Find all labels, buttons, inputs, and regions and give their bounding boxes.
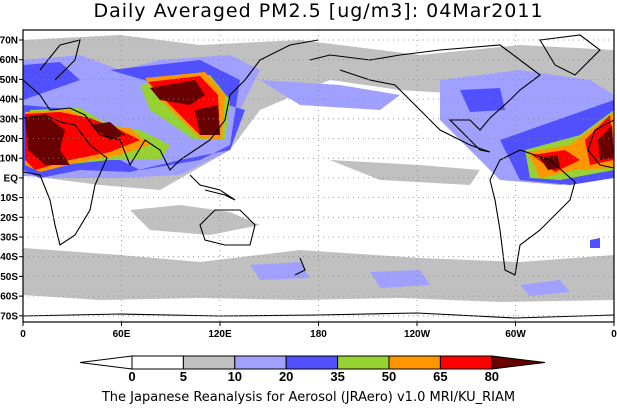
- lat-label: 30N: [0, 114, 18, 125]
- colorbar-segment: [439, 355, 493, 370]
- lat-label: EQ: [4, 173, 19, 184]
- colorbar-under-triangle: [79, 355, 133, 370]
- colorbar-over-triangle: [491, 355, 546, 370]
- lat-label: 10S: [0, 193, 18, 204]
- lat-label: 20N: [0, 134, 18, 145]
- lat-label: 60N: [0, 55, 18, 66]
- lon-label: 120E: [208, 329, 232, 340]
- coastlines: [23, 34, 614, 319]
- lat-label: 40N: [0, 95, 18, 106]
- colorbar-label: 5: [180, 369, 187, 384]
- latitude-axis: 70N 60N 50N 40N 30N 20N 10N EQ 10S 20S 30S 40S 50S 60…: [0, 36, 23, 322]
- gridlines: [23, 30, 614, 322]
- lat-label: 10N: [0, 154, 18, 165]
- lat-label: 70N: [0, 36, 18, 47]
- lat-label: 30S: [0, 233, 18, 244]
- colorbar-label: 80: [485, 369, 499, 384]
- credit-text: The Japanese Reanalysis for Aerosol (JRA…: [101, 390, 516, 405]
- lat-label: 50S: [0, 272, 18, 283]
- colorbar-segment: [182, 355, 236, 370]
- colorbar-segment: [337, 355, 390, 370]
- colorbar-label: 35: [330, 369, 344, 384]
- lat-label: 50N: [0, 75, 18, 86]
- colorbar: 0 5 10 20 35 50 65 80: [79, 355, 546, 384]
- colorbar-label: 20: [279, 369, 293, 384]
- longitude-axis: 0 60E 120E 180 120W 60W 0: [20, 322, 617, 340]
- colorbar-segment: [131, 355, 184, 370]
- lon-label: 180: [310, 329, 327, 340]
- lon-label: 60W: [505, 329, 526, 340]
- lon-label: 0: [20, 329, 26, 340]
- lat-label: 20S: [0, 213, 18, 224]
- concentration-field: [23, 30, 614, 322]
- map-title: Daily Averaged PM2.5 [ug/m3]: 04Mar2011: [93, 0, 544, 22]
- colorbar-segment: [234, 355, 287, 370]
- colorbar-label: 0: [128, 369, 135, 384]
- lat-label: 60S: [0, 292, 18, 303]
- lat-label: 70S: [0, 311, 18, 322]
- colorbar-label: 65: [433, 369, 447, 384]
- lon-label: 120W: [404, 329, 431, 340]
- colorbar-segment: [388, 355, 441, 370]
- lat-label: 40S: [0, 252, 18, 263]
- colorbar-label: 50: [382, 369, 396, 384]
- colorbar-label: 10: [228, 369, 242, 384]
- lon-label: 60E: [113, 329, 131, 340]
- colorbar-segment: [285, 355, 339, 370]
- lon-label: 0: [611, 329, 617, 340]
